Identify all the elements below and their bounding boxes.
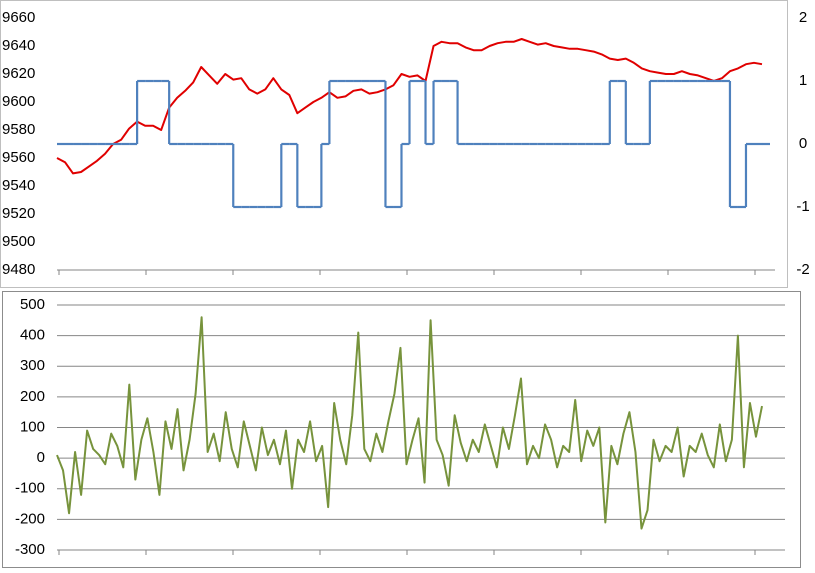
y-tick-label: 9640	[2, 37, 35, 54]
y-tick-label: 9620	[2, 65, 35, 82]
y-tick-label: 100	[20, 418, 45, 435]
y-tick-label: 9600	[2, 93, 35, 110]
y2-tick-label: 0	[799, 135, 807, 152]
x-axis-ticks	[58, 270, 756, 555]
y-tick-label: 9560	[2, 149, 35, 166]
y2-tick-label: 2	[799, 9, 807, 26]
y-tick-label: -100	[15, 480, 45, 497]
y-tick-label: -200	[15, 510, 45, 527]
y2-tick-label: -1	[796, 198, 809, 215]
y-tick-label: 0	[37, 449, 45, 466]
data-line	[56, 38, 763, 175]
y-tick-label: 9480	[2, 261, 35, 278]
y2-tick-label: 1	[799, 72, 807, 89]
chart-frame	[2, 291, 801, 568]
y-tick-label: 500	[20, 296, 45, 313]
y-tick-label: 9660	[2, 9, 35, 26]
y-tick-label: 9540	[2, 177, 35, 194]
y2-tick-label: -2	[796, 261, 809, 278]
data-line	[56, 316, 763, 530]
y-tick-label: -300	[15, 541, 45, 558]
y-tick-label: 9520	[2, 205, 35, 222]
y-tick-label: 300	[20, 357, 45, 374]
y-tick-label: 200	[20, 388, 45, 405]
y-tick-label: 400	[20, 327, 45, 344]
y-tick-label: 9500	[2, 233, 35, 250]
y-tick-label: 9580	[2, 121, 35, 138]
